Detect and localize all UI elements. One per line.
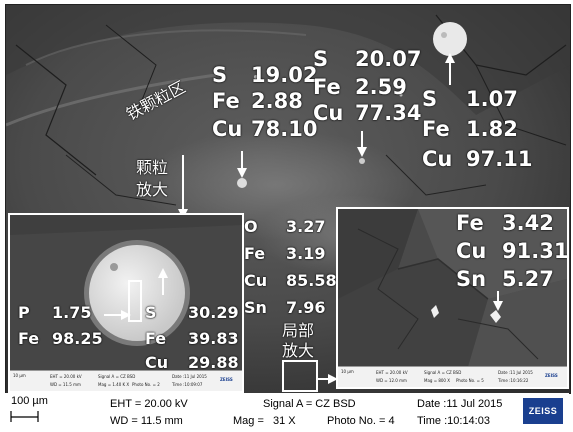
inset-right-date: Date :11 Jul 2015 bbox=[498, 370, 533, 375]
inset-left-fe-element: Fe bbox=[18, 329, 40, 348]
point-d-fe-element: Fe bbox=[244, 244, 266, 263]
inset-right-zeiss-logo: ZEISS bbox=[545, 373, 558, 378]
inset-left-date: Date :11 Jul 2015 bbox=[172, 374, 207, 379]
point-b-s-element: S bbox=[313, 47, 329, 71]
point-c-s-element: S bbox=[422, 87, 438, 111]
point-a-fe-element: Fe bbox=[212, 89, 240, 113]
inset-left-p-value: 1.75 bbox=[52, 303, 92, 322]
point-d-cu-value: 85.58 bbox=[286, 271, 337, 290]
particle-zoom-label-line1: 颗粒 bbox=[136, 158, 169, 177]
inset-left-signal: Signal A = CZ BSD bbox=[98, 374, 136, 379]
inset-left-zeiss-logo: ZEISS bbox=[220, 377, 233, 382]
point-a-s-value: 19.02 bbox=[251, 63, 318, 87]
inset-left-photo: Photo No. = 2 bbox=[132, 382, 160, 387]
inset-left-scale: 10 µm bbox=[13, 373, 26, 378]
point-a-fe-value: 2.88 bbox=[251, 89, 303, 113]
point-b-s-value: 20.07 bbox=[355, 47, 422, 71]
point-d-o-value: 3.27 bbox=[286, 217, 326, 236]
point-c-fe-element: Fe bbox=[422, 117, 450, 141]
inset-left-cu-value: 29.88 bbox=[188, 353, 239, 372]
inset-right-wd: WD = 12.0 mm bbox=[376, 378, 407, 383]
inset-right-scale: 10 µm bbox=[341, 369, 354, 374]
mag-label: Mag = bbox=[233, 415, 264, 427]
inset-right-cu-element: Cu bbox=[456, 239, 487, 263]
inset-left-eht: EHT = 20.00 kV bbox=[50, 374, 82, 379]
inset-left-p-element: P bbox=[18, 303, 30, 322]
inset-left-fe-value: 98.25 bbox=[52, 329, 103, 348]
point-c-s-value: 1.07 bbox=[466, 87, 518, 111]
point-b-cu-element: Cu bbox=[313, 101, 344, 125]
point-d-sn-element: Sn bbox=[244, 298, 267, 317]
point-d-sn-value: 7.96 bbox=[286, 298, 326, 317]
point-d-o-element: O bbox=[244, 217, 258, 236]
inset-left-matrix-fe-element: Fe bbox=[145, 329, 167, 348]
time-readout: Time :10:14:03 bbox=[417, 415, 490, 427]
point-a-cu-value: 78.10 bbox=[251, 117, 318, 141]
mag-value: 31 X bbox=[273, 415, 296, 427]
point-c-cu-value: 97.11 bbox=[466, 147, 533, 171]
sem-info-bar: 100 µm EHT = 20.00 kV WD = 11.5 mm Signa… bbox=[5, 393, 569, 430]
inset-left-wd: WD = 11.5 mm bbox=[50, 382, 81, 387]
photo-number: Photo No. = 4 bbox=[327, 415, 395, 427]
zeiss-logo: ZEISS bbox=[523, 398, 563, 424]
inset-left-cu-element: Cu bbox=[145, 353, 169, 372]
inset-left-s-element: S bbox=[145, 303, 157, 322]
inset-left-s-value: 30.29 bbox=[188, 303, 239, 322]
inset-right-signal: Signal A = CZ BSD bbox=[424, 370, 462, 375]
inset-right-sn-element: Sn bbox=[456, 267, 487, 291]
scale-bar bbox=[10, 411, 39, 422]
inset-local-zoom: Fe 3.42 Cu 91.31 Sn 5.27 10 µm EHT = 20.… bbox=[336, 207, 569, 389]
point-d-fe-value: 3.19 bbox=[286, 244, 326, 263]
point-c-fe-value: 1.82 bbox=[466, 117, 518, 141]
inset-left-time: Time :10:09:07 bbox=[172, 382, 203, 387]
point-c-cu-element: Cu bbox=[422, 147, 453, 171]
inset-right-fe-value: 3.42 bbox=[502, 211, 554, 235]
point-b-fe-value: 2.59 bbox=[355, 75, 407, 99]
inset-right-eht: EHT = 20.00 kV bbox=[376, 370, 408, 375]
point-d-cu-element: Cu bbox=[244, 271, 268, 290]
inset-left-mag: Mag = 1.40 K X bbox=[98, 382, 130, 387]
wd-readout: WD = 11.5 mm bbox=[110, 415, 183, 427]
particle-zoom-label-line2: 放大 bbox=[136, 180, 169, 199]
inset-right-cu-value: 91.31 bbox=[502, 239, 569, 263]
scale-bar-label: 100 µm bbox=[11, 395, 48, 407]
inset-right-fe-element: Fe bbox=[456, 211, 484, 235]
inset-right-texture bbox=[338, 209, 567, 367]
point-b-fe-element: Fe bbox=[313, 75, 341, 99]
inset-right-time: Time :10:16:22 bbox=[498, 378, 529, 383]
inset-right-photo: Photo No. = 5 bbox=[456, 378, 484, 383]
inset-right-info-bar: 10 µm EHT = 20.00 kV WD = 12.0 mm Signal… bbox=[338, 366, 567, 387]
point-a-s-element: S bbox=[212, 63, 228, 87]
inset-left-texture bbox=[10, 215, 242, 371]
eht-readout: EHT = 20.00 kV bbox=[110, 398, 188, 410]
signal-readout: Signal A = CZ BSD bbox=[263, 398, 356, 410]
inset-particle-zoom: P 1.75 Fe 98.25 S 30.29 Fe 39.83 Cu 29.8… bbox=[8, 213, 244, 393]
date-readout: Date :11 Jul 2015 bbox=[417, 398, 503, 410]
inset-left-matrix-fe-value: 39.83 bbox=[188, 329, 239, 348]
point-b-cu-value: 77.34 bbox=[355, 101, 422, 125]
inset-right-mag: Mag = 800 X bbox=[424, 378, 450, 383]
local-zoom-label-line1: 局部 bbox=[282, 321, 315, 340]
inset-left-info-bar: 10 µm EHT = 20.00 kV WD = 11.5 mm Signal… bbox=[10, 370, 242, 391]
local-zoom-label-line2: 放大 bbox=[282, 341, 315, 360]
point-a-cu-element: Cu bbox=[212, 117, 243, 141]
inset-right-sn-value: 5.27 bbox=[502, 267, 554, 291]
